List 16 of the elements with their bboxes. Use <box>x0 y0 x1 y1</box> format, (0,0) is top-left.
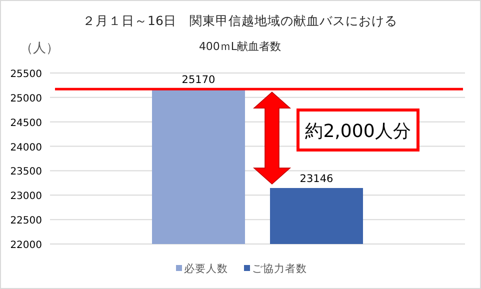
y-tick-label: 22500 <box>10 216 42 227</box>
legend-label: ご協力者数 <box>252 262 307 275</box>
y-tick-label: 23500 <box>10 166 42 178</box>
y-tick-label: 24000 <box>10 142 42 154</box>
annotation: 約2,000人分 <box>305 121 411 142</box>
y-tick-label: 25500 <box>10 69 42 80</box>
y-axis-title: （人） <box>20 41 59 56</box>
y-tick-label: 22000 <box>10 240 42 251</box>
chart-subtitle: 400ｍL献血者数 <box>198 40 282 53</box>
y-tick-label: 24500 <box>10 118 42 129</box>
y-tick-label: 25000 <box>10 93 42 104</box>
legend-label: 必要人数 <box>184 262 228 275</box>
data-label: 23146 <box>300 173 334 186</box>
chart-title: ２月１日～16日 関東甲信越地域の献血バスにおける <box>82 13 398 28</box>
y-tick-label: 23000 <box>10 191 42 202</box>
data-label: 25170 <box>182 74 216 86</box>
